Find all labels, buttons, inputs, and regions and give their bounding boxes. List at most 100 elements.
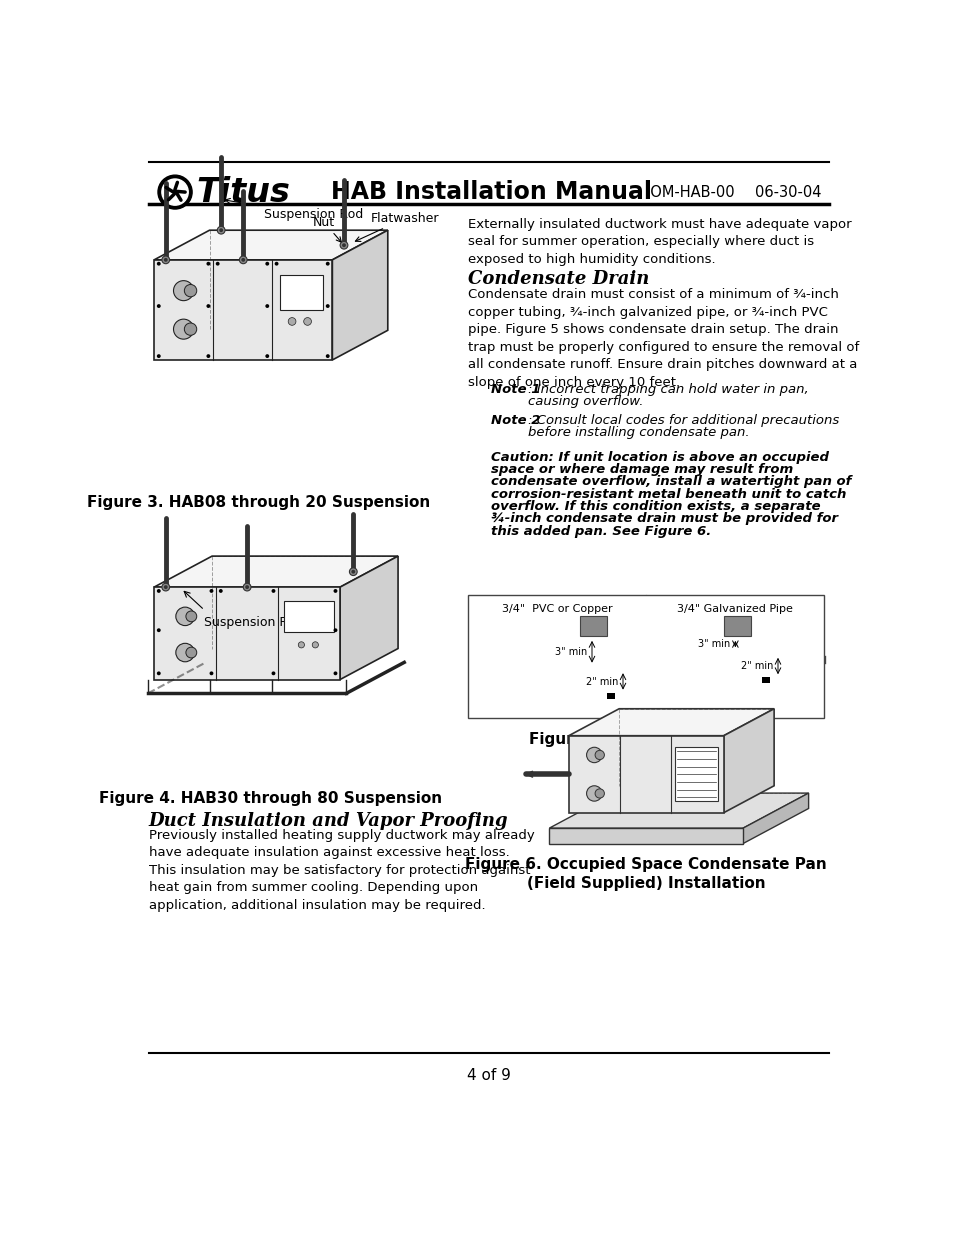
Text: Figure 5. Condensate Drain: Figure 5. Condensate Drain <box>528 732 763 747</box>
Circle shape <box>586 747 601 763</box>
Polygon shape <box>154 230 387 259</box>
Circle shape <box>156 672 160 676</box>
Text: this added pan. See Figure 6.: this added pan. See Figure 6. <box>491 525 711 537</box>
Text: condensate overflow, install a watertight pan of: condensate overflow, install a watertigh… <box>491 475 851 489</box>
Circle shape <box>334 629 337 632</box>
Circle shape <box>210 672 213 676</box>
Circle shape <box>334 672 337 676</box>
Circle shape <box>184 324 196 336</box>
Circle shape <box>156 589 160 593</box>
Polygon shape <box>332 230 387 359</box>
Text: 3" min: 3" min <box>555 647 587 657</box>
Text: 2" min: 2" min <box>585 677 618 687</box>
Circle shape <box>186 647 196 658</box>
Text: 4 of 9: 4 of 9 <box>467 1068 510 1083</box>
Text: space or where damage may result from: space or where damage may result from <box>491 463 793 477</box>
Circle shape <box>156 262 160 266</box>
Text: : Consult local codes for additional precautions: : Consult local codes for additional pre… <box>528 414 839 427</box>
Circle shape <box>175 608 194 626</box>
Circle shape <box>272 672 275 676</box>
Circle shape <box>265 354 269 358</box>
Circle shape <box>288 317 295 325</box>
Circle shape <box>325 304 330 308</box>
Text: ¾-inch condensate drain must be provided for: ¾-inch condensate drain must be provided… <box>491 513 838 525</box>
Circle shape <box>351 569 355 573</box>
Bar <box>468 595 823 718</box>
Circle shape <box>334 589 337 593</box>
Circle shape <box>241 258 245 262</box>
Text: Previously installed heating supply ductwork may already
have adequate insulatio: Previously installed heating supply duct… <box>149 829 534 911</box>
Circle shape <box>156 304 160 308</box>
Bar <box>279 275 323 310</box>
Text: Note 1: Note 1 <box>491 383 540 396</box>
Circle shape <box>158 175 192 209</box>
Circle shape <box>164 585 168 589</box>
Circle shape <box>272 589 275 593</box>
Polygon shape <box>549 793 808 829</box>
Bar <box>607 693 615 699</box>
Circle shape <box>349 568 356 576</box>
Text: before installing condensate pan.: before installing condensate pan. <box>528 426 749 440</box>
Polygon shape <box>340 556 397 679</box>
Polygon shape <box>723 709 773 813</box>
Circle shape <box>217 226 225 235</box>
Circle shape <box>245 585 249 589</box>
Circle shape <box>206 262 210 266</box>
Text: overflow. If this condition exists, a separate: overflow. If this condition exists, a se… <box>491 500 820 513</box>
Text: corrosion-resistant metal beneath unit to catch: corrosion-resistant metal beneath unit t… <box>491 488 845 500</box>
Circle shape <box>595 751 604 760</box>
Circle shape <box>274 262 278 266</box>
Circle shape <box>210 589 213 593</box>
Text: Flatwasher: Flatwasher <box>355 211 439 241</box>
Polygon shape <box>154 556 397 587</box>
Circle shape <box>184 284 196 296</box>
Text: Suspension Rod: Suspension Rod <box>225 199 363 221</box>
Circle shape <box>325 262 330 266</box>
Text: Figure 4. HAB30 through 80 Suspension: Figure 4. HAB30 through 80 Suspension <box>99 792 441 806</box>
Circle shape <box>219 228 223 232</box>
Circle shape <box>162 256 170 264</box>
Polygon shape <box>154 587 340 679</box>
Circle shape <box>586 785 601 802</box>
Text: Caution: If unit location is above an occupied: Caution: If unit location is above an oc… <box>491 451 828 464</box>
Circle shape <box>172 190 177 194</box>
Text: Duct Insulation and Vapor Proofing: Duct Insulation and Vapor Proofing <box>149 811 508 830</box>
Polygon shape <box>154 259 332 359</box>
Circle shape <box>173 280 193 300</box>
Text: Note 2: Note 2 <box>491 414 540 427</box>
Polygon shape <box>568 709 773 736</box>
Circle shape <box>595 789 604 798</box>
Polygon shape <box>742 793 808 844</box>
Text: Condensate Drain: Condensate Drain <box>468 270 649 288</box>
Circle shape <box>186 611 196 621</box>
Text: 3/4"  PVC or Copper: 3/4" PVC or Copper <box>501 604 612 614</box>
Text: causing overflow.: causing overflow. <box>528 395 643 409</box>
Text: IOM-HAB-00: IOM-HAB-00 <box>645 184 734 200</box>
Text: 3" min: 3" min <box>698 638 730 650</box>
Text: Figure 3. HAB08 through 20 Suspension: Figure 3. HAB08 through 20 Suspension <box>87 495 430 510</box>
Circle shape <box>162 583 170 592</box>
Text: : Incorrect trapping can hold water in pan,: : Incorrect trapping can hold water in p… <box>528 383 808 396</box>
Bar <box>579 616 607 636</box>
Circle shape <box>243 583 251 592</box>
Circle shape <box>173 319 193 340</box>
Bar <box>284 601 334 632</box>
Text: HAB Installation Manual: HAB Installation Manual <box>331 180 651 204</box>
Text: 3/4" Galvanized Pipe: 3/4" Galvanized Pipe <box>677 604 793 614</box>
Text: Figure 6. Occupied Space Condensate Pan
(Field Supplied) Installation: Figure 6. Occupied Space Condensate Pan … <box>465 857 826 890</box>
Circle shape <box>342 243 346 247</box>
Text: 06-30-04: 06-30-04 <box>754 184 821 200</box>
Text: Suspension Rod: Suspension Rod <box>204 615 303 629</box>
Circle shape <box>312 642 318 648</box>
Circle shape <box>325 354 330 358</box>
Circle shape <box>162 179 188 205</box>
Text: Nut: Nut <box>313 216 341 242</box>
Bar <box>761 677 769 683</box>
Circle shape <box>340 241 348 249</box>
Circle shape <box>164 258 168 262</box>
Circle shape <box>175 643 194 662</box>
Circle shape <box>265 304 269 308</box>
Text: Titus: Titus <box>196 175 291 209</box>
Circle shape <box>156 629 160 632</box>
Circle shape <box>215 262 219 266</box>
